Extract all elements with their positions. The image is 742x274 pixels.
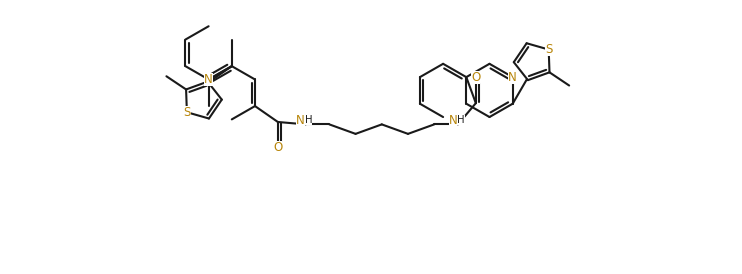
Text: N: N (449, 114, 457, 127)
Text: N: N (508, 71, 517, 84)
Text: S: S (183, 106, 191, 119)
Text: O: O (273, 141, 283, 154)
Text: S: S (545, 43, 552, 56)
Text: H: H (305, 115, 312, 125)
Text: N: N (204, 73, 213, 86)
Text: H: H (457, 115, 464, 125)
Text: O: O (471, 71, 481, 84)
Text: N: N (296, 114, 305, 127)
